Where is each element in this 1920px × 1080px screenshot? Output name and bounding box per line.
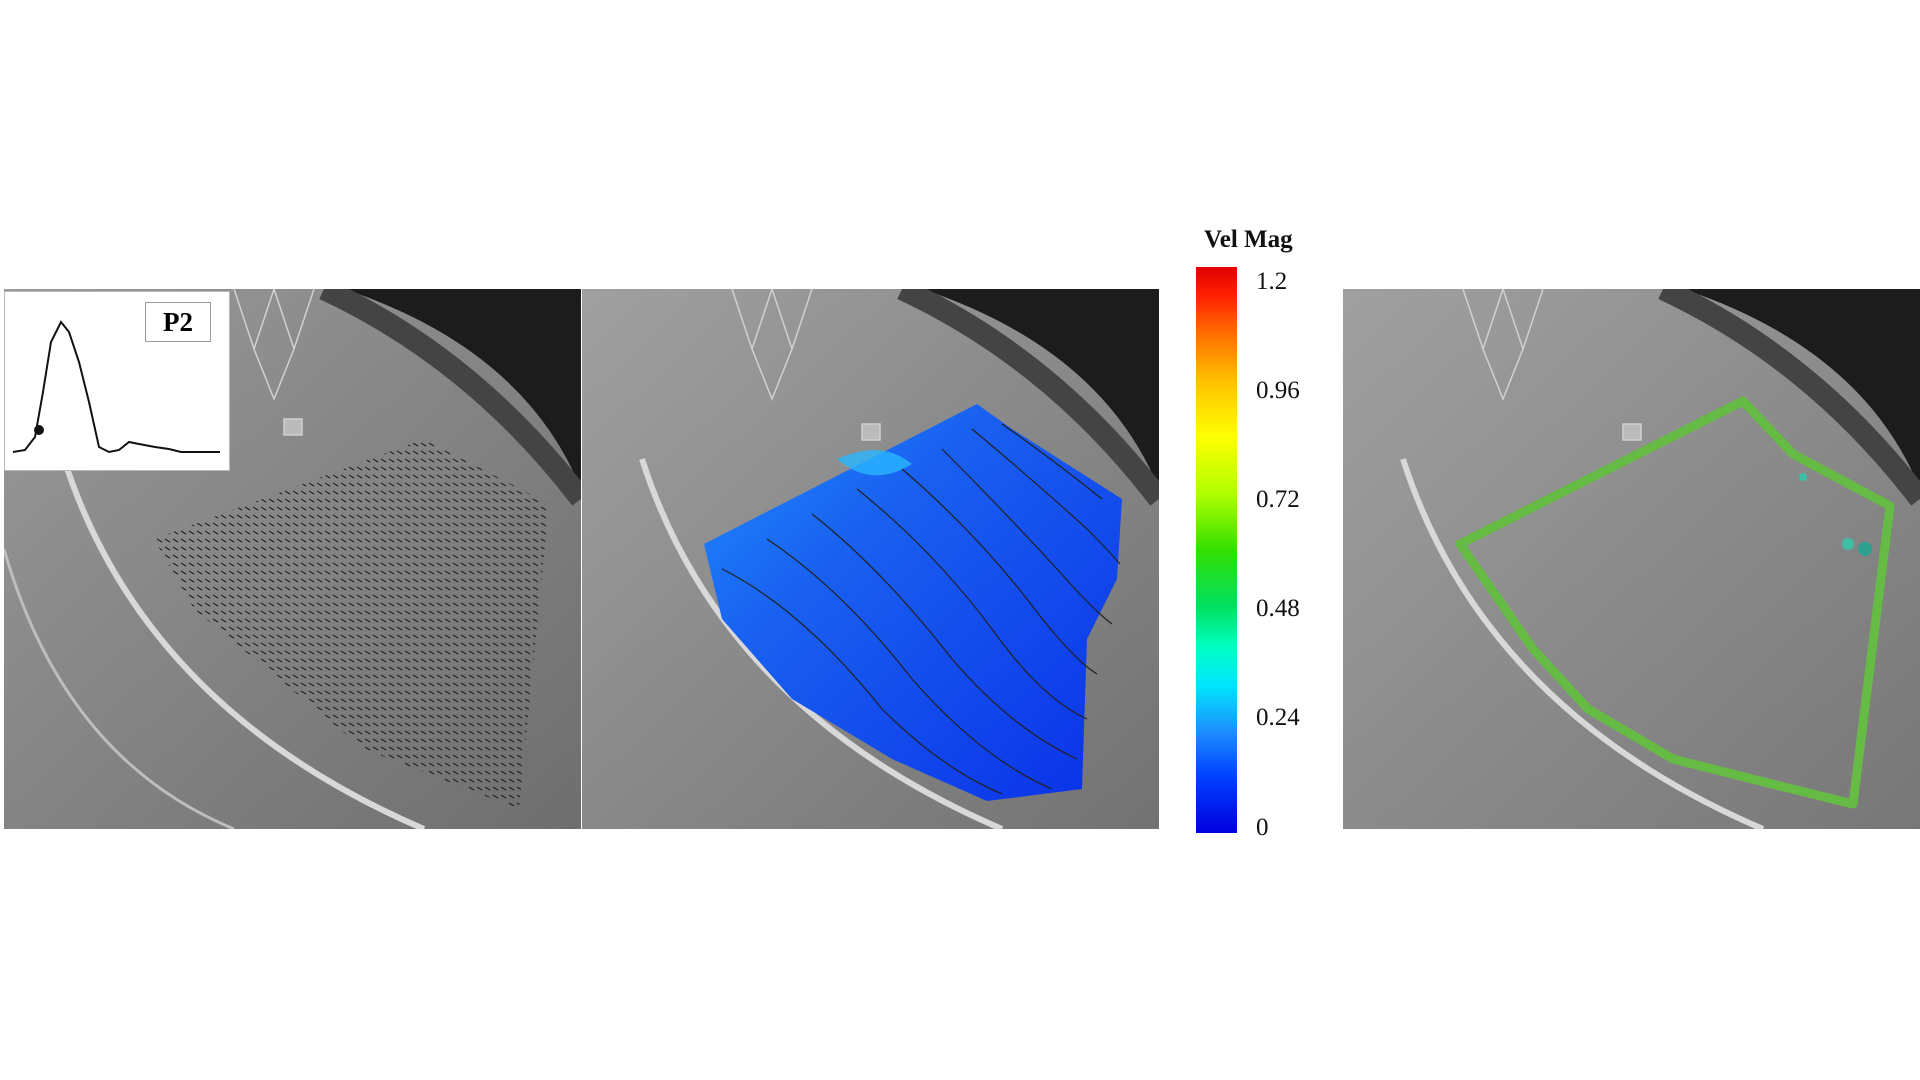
- velocity-vectors: [154, 439, 549, 809]
- region-outline: [1455, 396, 1895, 809]
- region-outline-panel: [1343, 289, 1920, 829]
- colorbar-tick: 0.24: [1256, 704, 1300, 731]
- vessel-wall: [1400, 458, 1765, 829]
- colorbar: [1196, 267, 1237, 833]
- phase-marker: [34, 425, 44, 435]
- colorbar-tick: 0.48: [1256, 595, 1300, 622]
- stent-frame: [233, 289, 315, 436]
- velocity-magnitude-panel: [582, 289, 1159, 829]
- velocity-contour: [704, 404, 1122, 801]
- waveform-line: [12, 320, 220, 454]
- dark-wall: [922, 289, 1159, 489]
- vessel-wall: [61, 458, 426, 829]
- dark-wall: [1683, 289, 1920, 489]
- dark-wall: [344, 289, 581, 489]
- stent-frame: [1462, 289, 1642, 441]
- particle-cluster: [1799, 473, 1872, 556]
- colorbar-tick: 0: [1256, 814, 1269, 841]
- phase-label: P2: [145, 302, 211, 342]
- stent-frame: [731, 289, 881, 441]
- waveform-plot: [12, 320, 220, 454]
- colorbar-title: Vel Mag: [1204, 226, 1293, 253]
- streamlines: [721, 423, 1121, 795]
- vessel-wall: [639, 458, 1004, 829]
- colorbar-tick: 1.2: [1256, 268, 1288, 295]
- colorbar-tick: 0.72: [1256, 486, 1300, 513]
- colorbar-tick: 0.96: [1256, 377, 1300, 404]
- waveform-inset: P2: [4, 291, 230, 471]
